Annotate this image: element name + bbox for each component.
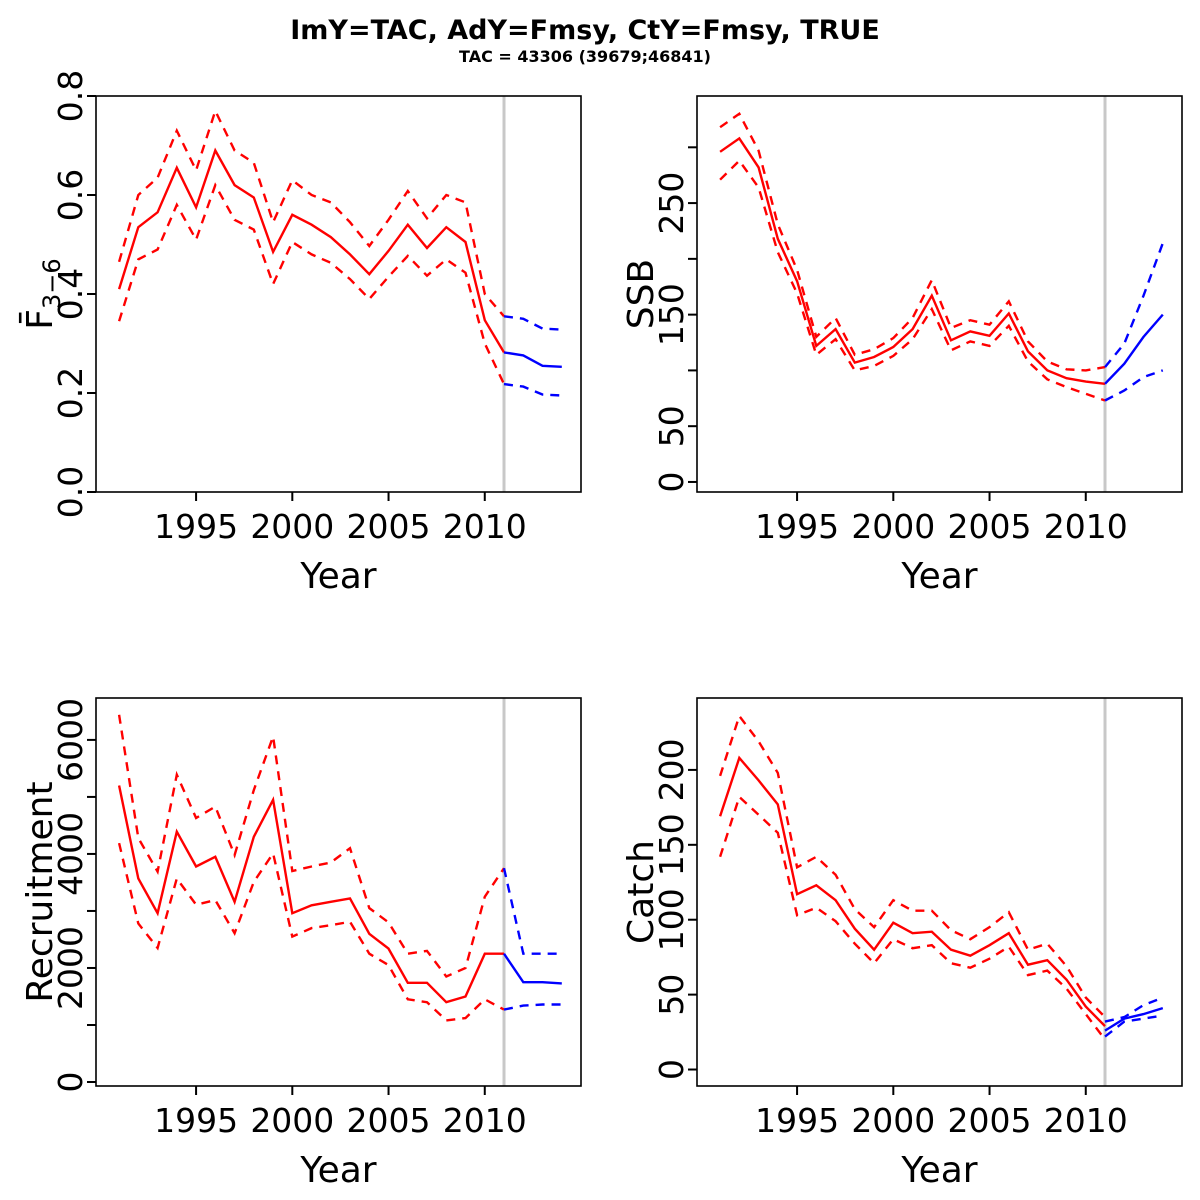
x-tick-label: 2005 <box>347 1101 431 1140</box>
y-tick-label: 100 <box>652 888 691 951</box>
x-tick-label: 2005 <box>347 507 431 546</box>
y-tick-label: 150 <box>652 283 691 346</box>
series-forecast-median <box>1104 1006 1164 1032</box>
series-forecast-lower-ci <box>1104 369 1164 402</box>
y-tick-label: 50 <box>652 974 691 1016</box>
x-tick-label: 2000 <box>851 507 935 546</box>
series-historical-upper-ci <box>719 112 1106 372</box>
y-tick-label: 2000 <box>51 926 90 1010</box>
x-tick-label: 2000 <box>250 1101 334 1140</box>
y-tick-label: 4000 <box>51 812 90 896</box>
y-axis-title: SSB <box>621 259 662 329</box>
x-tick-label: 2000 <box>851 1101 935 1140</box>
series-forecast-lower-ci <box>1104 1014 1163 1038</box>
y-tick-label: 6000 <box>51 698 90 782</box>
x-tick-label: 1995 <box>755 1101 839 1140</box>
y-tick-label: 150 <box>652 813 691 876</box>
series-forecast-lower-ci <box>503 1003 562 1011</box>
y-tick-label: 0.2 <box>51 367 90 419</box>
y-tick-label: 50 <box>652 405 691 447</box>
y-tick-label: 200 <box>652 738 691 801</box>
series-forecast-median <box>1104 313 1164 385</box>
series-historical-upper-ci <box>117 107 505 318</box>
series-forecast-upper-ci <box>1104 242 1164 368</box>
y-tick-label: 250 <box>652 172 691 235</box>
series-forecast-upper-ci <box>502 867 562 955</box>
series-forecast-median <box>503 351 562 368</box>
x-tick-label: 1995 <box>755 507 839 546</box>
x-tick-label: 2005 <box>948 507 1032 546</box>
y-tick-label: 0.4 <box>51 268 90 320</box>
x-tick-label: 1995 <box>154 507 238 546</box>
x-axis-title: Year <box>900 1150 977 1191</box>
x-axis-title: Year <box>299 556 376 597</box>
x-tick-label: 2010 <box>443 507 527 546</box>
series-historical-median <box>719 136 1106 385</box>
series-historical-upper-ci <box>117 714 505 978</box>
series-historical-median <box>117 785 504 1004</box>
x-tick-label: 1995 <box>154 1101 238 1140</box>
series-forecast-median <box>503 953 562 985</box>
x-tick-label: 2005 <box>948 1101 1032 1140</box>
figure-title: ImY=TAC, AdY=Fmsy, CtY=Fmsy, TRUE <box>290 15 880 46</box>
y-tick-label: 0.8 <box>51 70 90 122</box>
x-axis-title: Year <box>299 1150 376 1191</box>
series-forecast-upper-ci <box>1104 996 1164 1023</box>
x-tick-label: 2000 <box>250 507 334 546</box>
y-tick-label: 0 <box>51 1072 90 1093</box>
plot-box <box>95 697 582 1087</box>
x-tick-label: 2010 <box>1044 1101 1128 1140</box>
plot-box <box>696 697 1183 1087</box>
x-tick-label: 2010 <box>1044 507 1128 546</box>
series-historical-lower-ci <box>718 794 1106 1041</box>
series-historical-lower-ci <box>117 842 505 1022</box>
series-forecast-upper-ci <box>503 315 562 331</box>
y-axis-title: Catch <box>621 840 662 944</box>
y-tick-label: 0 <box>652 472 691 493</box>
series-historical-lower-ci <box>117 182 506 385</box>
y-tick-label: 0.6 <box>51 169 90 221</box>
y-axis-title: Recruitment <box>20 781 61 1002</box>
series-forecast-lower-ci <box>503 382 562 397</box>
x-tick-label: 2010 <box>443 1101 527 1140</box>
series-historical-median <box>718 755 1106 1027</box>
y-tick-label: 0.0 <box>51 466 90 518</box>
series-historical-upper-ci <box>718 713 1106 1018</box>
series-historical-median <box>117 147 506 354</box>
y-tick-label: 0 <box>652 1059 691 1080</box>
figure-subtitle: TAC = 43306 (39679;46841) <box>459 47 711 66</box>
x-axis-title: Year <box>900 556 977 597</box>
plot-box <box>696 95 1183 493</box>
